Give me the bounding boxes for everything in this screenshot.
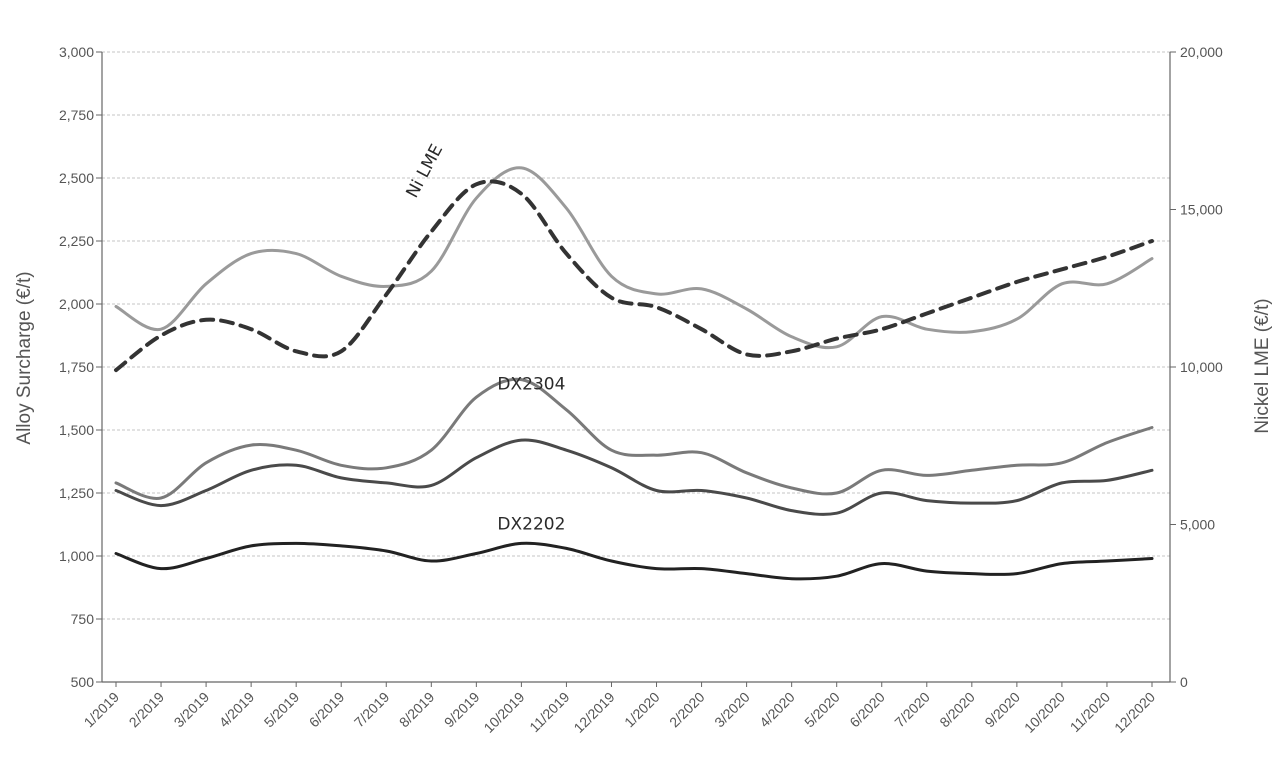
series-line-2	[114, 377, 1154, 500]
y-tick-label: 1,250	[59, 485, 94, 501]
y-tick-label: 1,750	[59, 359, 94, 375]
y2-tick-label: 0	[1180, 674, 1188, 690]
y-tick-label: 750	[71, 611, 95, 627]
y2-tick-label: 5,000	[1180, 517, 1215, 533]
y-tick-label: 2,750	[59, 107, 94, 123]
y-tick-label: 1,000	[59, 548, 94, 564]
y-tick-label: 3,000	[59, 44, 94, 60]
y-tick-label: 2,000	[59, 296, 94, 312]
y-tick-label: 1,500	[59, 422, 94, 438]
y-tick-label: 500	[71, 674, 95, 690]
series-line-1	[114, 179, 1154, 373]
y-tick-label: 2,500	[59, 170, 94, 186]
axes-layer	[96, 51, 1176, 687]
series-layer	[114, 166, 1154, 581]
y-axis-title: Alloy Surcharge (€/t)	[14, 271, 35, 444]
y-tick-label: 2,250	[59, 233, 94, 249]
series-line-0	[114, 166, 1154, 350]
series-label: DX2202	[497, 514, 565, 534]
series-line-4	[114, 541, 1154, 581]
grid-layer	[102, 51, 1170, 620]
y2-tick-label: 20,000	[1180, 44, 1223, 60]
series-label: DX2304	[497, 375, 565, 395]
series-line-3	[114, 438, 1154, 516]
y2-axis-title: Nickel LME (€/t)	[1252, 298, 1273, 433]
y2-tick-label: 10,000	[1180, 359, 1223, 375]
y2-tick-label: 15,000	[1180, 202, 1223, 218]
